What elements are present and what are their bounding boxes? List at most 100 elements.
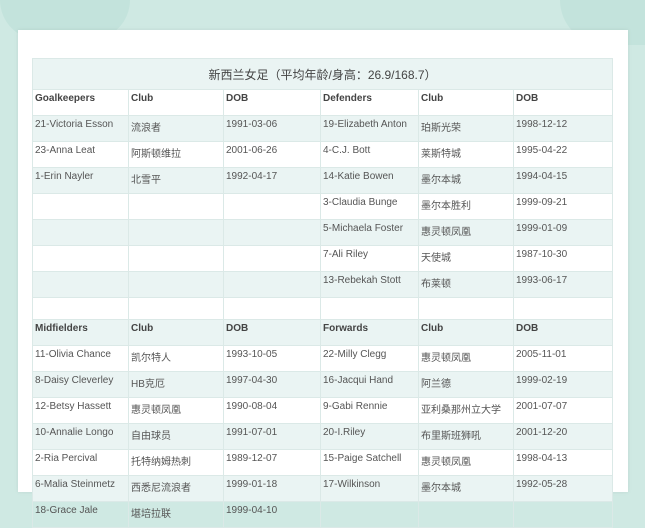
- player-name-cell: 13-Rebekah Stott: [320, 271, 419, 298]
- club-cell: [128, 271, 224, 298]
- player-name-cell: 1-Erin Nayler: [32, 167, 129, 194]
- player-name-cell: 18-Grace Jale: [32, 501, 129, 528]
- player-name-cell: 9-Gabi Rennie: [320, 397, 419, 424]
- table-row: 12-Betsy Hassett 惠灵顿凤凰 1990-08-04 9-Gabi Re…: [32, 397, 614, 424]
- player-name-cell: [320, 501, 419, 528]
- club-cell: 亚利桑那州立大学: [418, 397, 514, 424]
- header-row: Goalkeepers Club DOB Defenders Club DOB: [32, 89, 614, 116]
- dob-cell: [223, 219, 321, 246]
- dob-cell: [223, 193, 321, 220]
- column-header: Defenders: [320, 89, 419, 116]
- player-name-cell: 7-Ali Riley: [320, 245, 419, 272]
- empty-row: [32, 297, 614, 320]
- dob-cell: 1998-12-12: [512, 115, 614, 142]
- club-cell: 惠灵顿凤凰: [418, 219, 514, 246]
- dob-cell: 1994-04-15: [512, 167, 614, 194]
- column-header: DOB: [512, 319, 614, 346]
- empty-cell: [418, 297, 514, 320]
- table-title: 新西兰女足（平均年龄/身高：26.9/168.7）: [31, 58, 614, 90]
- table-row: 6-Malia Steinmetz 西悉尼流浪者 1999-01-18 17-Wilk…: [32, 475, 614, 502]
- player-name-cell: 4-C.J. Bott: [320, 141, 419, 168]
- empty-cell: [223, 297, 321, 320]
- table-row: 2-Ria Percival 托特纳姆热刺 1989-12-07 15-Paige S…: [32, 449, 614, 476]
- club-cell: 流浪者: [128, 115, 224, 142]
- player-name-cell: 8-Daisy Cleverley: [32, 371, 129, 398]
- column-header: Club: [418, 319, 514, 346]
- club-cell: 墨尔本城: [418, 167, 514, 194]
- dob-cell: [223, 271, 321, 298]
- column-header: Club: [128, 89, 224, 116]
- dob-cell: 1992-04-17: [223, 167, 321, 194]
- empty-cell: [512, 297, 614, 320]
- club-cell: [418, 501, 514, 528]
- player-name-cell: 21-Victoria Esson: [32, 115, 129, 142]
- player-name-cell: 12-Betsy Hassett: [32, 397, 129, 424]
- club-cell: 自由球员: [128, 423, 224, 450]
- player-name-cell: [32, 219, 129, 246]
- empty-cell: [32, 297, 129, 320]
- player-name-cell: 17-Wilkinson: [320, 475, 419, 502]
- table-row: 5-Michaela Foster 惠灵顿凤凰 1999-01-09: [32, 219, 614, 246]
- club-cell: 堪培拉联: [128, 501, 224, 528]
- dob-cell: 1999-04-10: [223, 501, 321, 528]
- player-name-cell: 14-Katie Bowen: [320, 167, 419, 194]
- column-header: Club: [418, 89, 514, 116]
- club-cell: 凯尔特人: [128, 345, 224, 372]
- roster-card: 新西兰女足（平均年龄/身高：26.9/168.7） Goalkeepers Clu…: [18, 30, 628, 528]
- player-name-cell: 3-Claudia Bunge: [320, 193, 419, 220]
- dob-cell: 1999-02-19: [512, 371, 614, 398]
- table-row: 1-Erin Nayler 北雪平 1992-04-17 14-Katie Bowen…: [32, 167, 614, 194]
- column-header: Goalkeepers: [32, 89, 129, 116]
- table-row: 13-Rebekah Stott 布莱顿 1993-06-17: [32, 271, 614, 298]
- club-cell: 惠灵顿凤凰: [418, 345, 514, 372]
- dob-cell: 2001-06-26: [223, 141, 321, 168]
- dob-cell: 2001-12-20: [512, 423, 614, 450]
- roster-table: 新西兰女足（平均年龄/身高：26.9/168.7） Goalkeepers Clu…: [31, 58, 614, 528]
- player-name-cell: 11-Olivia Chance: [32, 345, 129, 372]
- player-name-cell: 15-Paige Satchell: [320, 449, 419, 476]
- dob-cell: 2005-11-01: [512, 345, 614, 372]
- player-name-cell: 2-Ria Percival: [32, 449, 129, 476]
- dob-cell: 1997-04-30: [223, 371, 321, 398]
- club-cell: 阿斯顿维拉: [128, 141, 224, 168]
- dob-cell: 1993-10-05: [223, 345, 321, 372]
- club-cell: 阿兰德: [418, 371, 514, 398]
- player-name-cell: 20-I.Riley: [320, 423, 419, 450]
- dob-cell: 1989-12-07: [223, 449, 321, 476]
- dob-cell: 1987-10-30: [512, 245, 614, 272]
- dob-cell: [512, 501, 614, 528]
- player-name-cell: 19-Elizabeth Anton: [320, 115, 419, 142]
- table-row: 3-Claudia Bunge 墨尔本胜利 1999-09-21: [32, 193, 614, 220]
- dob-cell: 1999-01-18: [223, 475, 321, 502]
- player-name-cell: [32, 271, 129, 298]
- player-name-cell: 6-Malia Steinmetz: [32, 475, 129, 502]
- dob-cell: 1998-04-13: [512, 449, 614, 476]
- header-row: Midfielders Club DOB Forwards Club DOB: [32, 319, 614, 346]
- dob-cell: 2001-07-07: [512, 397, 614, 424]
- dob-cell: 1999-09-21: [512, 193, 614, 220]
- club-cell: 西悉尼流浪者: [128, 475, 224, 502]
- table-row: 23-Anna Leat 阿斯顿维拉 2001-06-26 4-C.J. Bott 莱斯…: [32, 141, 614, 168]
- table-row: 11-Olivia Chance 凯尔特人 1993-10-05 22-Milly C…: [32, 345, 614, 372]
- club-cell: 惠灵顿凤凰: [418, 449, 514, 476]
- table-row: 10-Annalie Longo 自由球员 1991-07-01 20-I.Riley…: [32, 423, 614, 450]
- club-cell: 惠灵顿凤凰: [128, 397, 224, 424]
- table-row: 8-Daisy Cleverley HB克厄 1997-04-30 16-Jacqui…: [32, 371, 614, 398]
- player-name-cell: 10-Annalie Longo: [32, 423, 129, 450]
- club-cell: [128, 219, 224, 246]
- dob-cell: 1991-07-01: [223, 423, 321, 450]
- column-header: DOB: [512, 89, 614, 116]
- player-name-cell: [32, 245, 129, 272]
- column-header: DOB: [223, 89, 321, 116]
- column-header: Forwards: [320, 319, 419, 346]
- table-row: 21-Victoria Esson 流浪者 1991-03-06 19-Elizabe…: [32, 115, 614, 142]
- column-header: Midfielders: [32, 319, 129, 346]
- player-name-cell: 22-Milly Clegg: [320, 345, 419, 372]
- club-cell: 布里斯班狮吼: [418, 423, 514, 450]
- player-name-cell: 23-Anna Leat: [32, 141, 129, 168]
- dob-cell: 1993-06-17: [512, 271, 614, 298]
- dob-cell: 1995-04-22: [512, 141, 614, 168]
- club-cell: 墨尔本胜利: [418, 193, 514, 220]
- club-cell: 天使城: [418, 245, 514, 272]
- player-name-cell: 5-Michaela Foster: [320, 219, 419, 246]
